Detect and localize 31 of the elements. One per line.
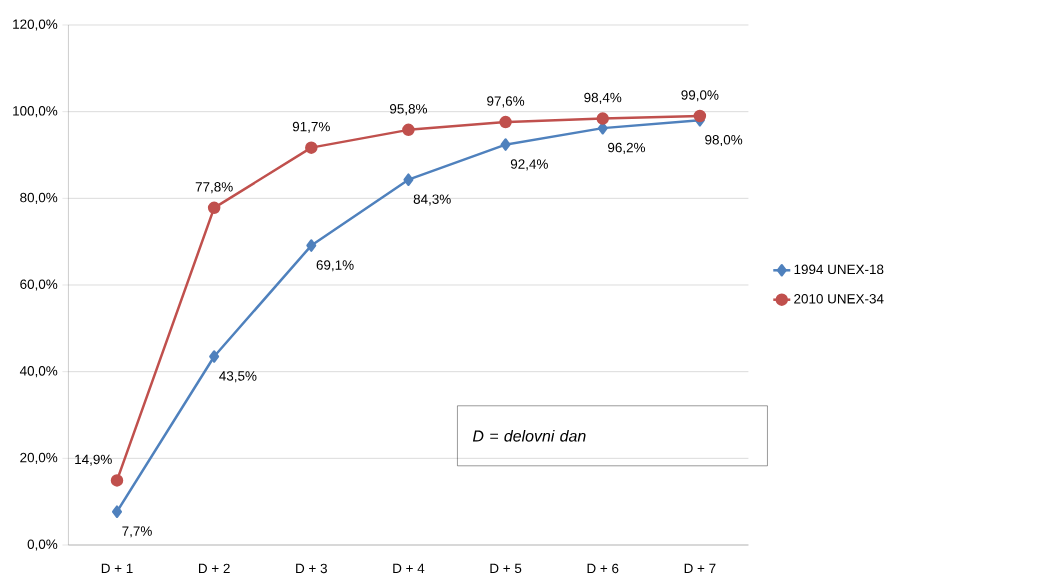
data-label: 98,0%	[705, 135, 743, 147]
x-tick-label: D + 3	[296, 563, 327, 574]
data-label: 96,2%	[608, 142, 646, 154]
legend-label: 2010 UNEX-34	[794, 293, 884, 304]
y-tick-label: 0,0%	[27, 539, 58, 551]
data-label: 92,4%	[510, 159, 548, 171]
data-label: 91,7%	[292, 121, 330, 133]
annotation: D = delovni dan	[472, 429, 586, 442]
x-tick-label: D + 7	[684, 563, 716, 573]
x-tick-label: D + 1	[101, 563, 133, 573]
data-label: 99,0%	[681, 90, 719, 102]
data-label: 95,8%	[389, 104, 428, 116]
y-tick-label: 80,0%	[20, 192, 58, 204]
data-label: 84,3%	[413, 194, 451, 206]
data-label: 14,9%	[75, 454, 112, 466]
data-label: 97,6%	[487, 96, 525, 108]
data-label: 98,4%	[584, 92, 622, 104]
data-label: 43,5%	[219, 371, 257, 383]
y-tick-label: 120,0%	[13, 19, 58, 31]
data-label: 77,8%	[195, 182, 233, 194]
y-tick-label: 20,0%	[20, 452, 58, 464]
y-tick-label: 60,0%	[20, 279, 58, 291]
x-tick-label: D + 2	[198, 563, 230, 574]
data-label: 7,7%	[122, 526, 152, 538]
x-tick-label: D + 6	[587, 563, 619, 574]
y-tick-label: 40,0%	[19, 366, 58, 378]
y-tick-label: 100,0%	[13, 106, 58, 118]
x-tick-label: D + 4	[393, 563, 425, 573]
legend-label: 1994 UNEX-18	[794, 264, 884, 275]
x-tick-label: D + 5	[490, 563, 522, 574]
data-label: 69,1%	[316, 260, 354, 272]
